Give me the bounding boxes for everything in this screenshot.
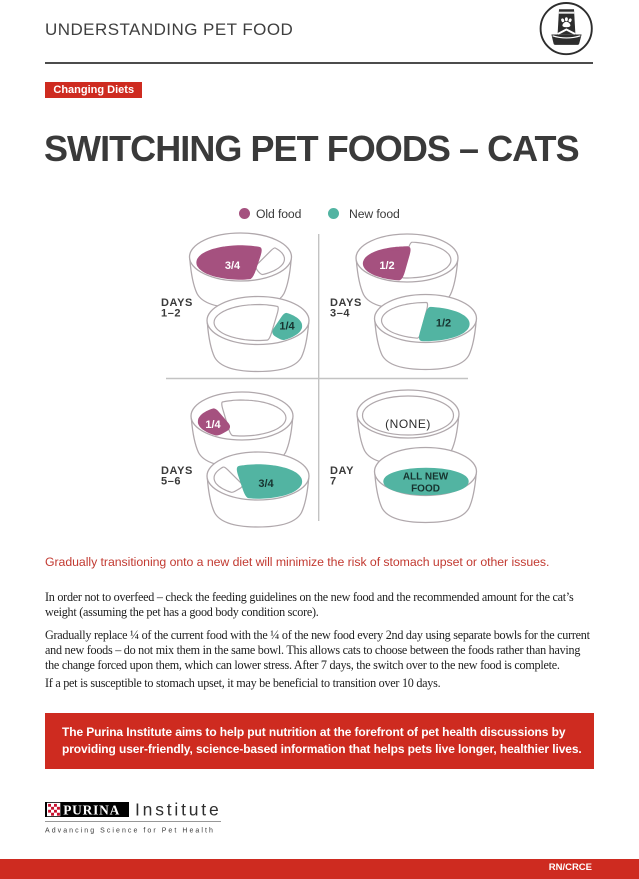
svg-text:ALL NEW: ALL NEW xyxy=(403,472,449,483)
svg-text:7: 7 xyxy=(330,476,337,488)
svg-text:(NONE): (NONE) xyxy=(385,417,431,431)
svg-text:1–2: 1–2 xyxy=(161,308,181,320)
svg-text:1/4: 1/4 xyxy=(279,321,295,333)
svg-text:1/4: 1/4 xyxy=(205,419,221,431)
svg-text:3/4: 3/4 xyxy=(258,478,274,490)
svg-text:FOOD: FOOD xyxy=(411,484,440,495)
svg-text:3–4: 3–4 xyxy=(330,308,350,320)
svg-text:DAYS: DAYS xyxy=(330,297,362,309)
svg-text:1/2: 1/2 xyxy=(379,260,394,272)
svg-text:DAY: DAY xyxy=(330,465,354,477)
svg-text:DAYS: DAYS xyxy=(161,465,193,477)
svg-text:5–6: 5–6 xyxy=(161,476,181,488)
svg-text:Advancing Science for Pet Heal: Advancing Science for Pet Health xyxy=(45,827,215,834)
svg-text:Institute: Institute xyxy=(135,802,221,820)
svg-text:DAYS: DAYS xyxy=(161,297,193,309)
svg-text:PURINA: PURINA xyxy=(63,802,120,817)
svg-text:3/4: 3/4 xyxy=(225,260,241,272)
svg-text:1/2: 1/2 xyxy=(436,318,451,330)
